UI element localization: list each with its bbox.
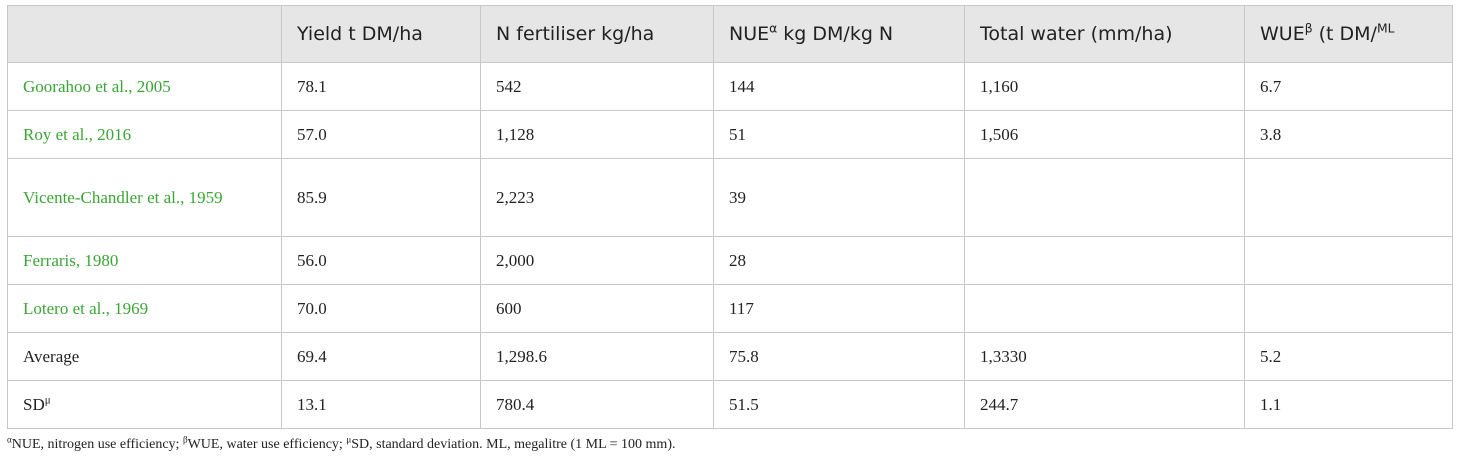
header-cell: N fertiliser kg/ha [480,5,714,63]
cell: 78.1 [281,62,481,111]
cell: 1,128 [480,110,714,159]
cell: 5.2 [1244,332,1453,381]
row-label: Vicente-Chandler et al., 1959 [7,158,282,237]
table-row: Goorahoo et al., 2005 78.1 542 144 1,160 6.7 [7,62,1453,111]
cell [964,284,1245,333]
cell: 144 [713,62,965,111]
text: N fertiliser kg/ha [496,23,655,45]
text: kg DM/kg N [777,23,894,45]
text: NUE, nitrogen use efficiency; [11,437,183,452]
cell [1244,284,1453,333]
row-label: Lotero et al., 1969 [7,284,282,333]
cell: 1,3330 [964,332,1245,381]
cell: 3.8 [1244,110,1453,159]
superscript: ML [1376,21,1395,36]
text: WUE [1260,23,1305,45]
cell: 13.1 [281,380,481,429]
text: Average [23,346,80,366]
cell: 51 [713,110,965,159]
cell: 244.7 [964,380,1245,429]
cell: 70.0 [281,284,481,333]
superscript: α [7,434,12,445]
reference-link[interactable]: Goorahoo et al., 2005 [23,76,171,96]
footnote: αNUE, nitrogen use efficiency; βWUE, wat… [7,434,676,453]
text: Total water (mm/ha) [980,23,1173,45]
text: WUE, water use efficiency; [187,437,347,452]
text: NUE [729,23,770,45]
cell: 117 [713,284,965,333]
header-cell: Total water (mm/ha) [964,5,1245,63]
cell: 1,160 [964,62,1245,111]
superscript: μ [346,434,352,445]
cell [1244,236,1453,285]
text: Yield t DM/ha [297,23,423,45]
cell: 780.4 [480,380,714,429]
cell: 1.1 [1244,380,1453,429]
superscript: μ [44,393,51,406]
cell [964,236,1245,285]
row-label: Goorahoo et al., 2005 [7,62,282,111]
header-cell: WUEβ (t DM/ML [1244,5,1453,63]
cell: 57.0 [281,110,481,159]
header-row: Yield t DM/ha N fertiliser kg/ha NUEα kg D… [7,5,1453,63]
superscript: β [1304,21,1313,36]
text: SD, standard deviation. ML, megalitre (1… [351,437,676,452]
cell: 542 [480,62,714,111]
cell: 2,223 [480,158,714,237]
cell [964,158,1245,237]
cell [1244,158,1453,237]
text: SD [23,394,45,414]
cell: 1,298.6 [480,332,714,381]
cell: 85.9 [281,158,481,237]
row-label: SDμ [7,380,282,429]
superscript: α [769,21,778,36]
text: (t DM/ [1312,23,1377,45]
table-row: SDμ 13.1 780.4 51.5 244.7 1.1 [7,380,1453,429]
header-cell: NUEα kg DM/kg N [713,5,965,63]
cell: 69.4 [281,332,481,381]
data-table: Yield t DM/ha N fertiliser kg/ha NUEα kg D… [7,5,1453,429]
reference-link[interactable]: Roy et al., 2016 [23,124,132,144]
header-cell: Yield t DM/ha [281,5,481,63]
table-row: Average 69.4 1,298.6 75.8 1,3330 5.2 [7,332,1453,381]
cell: 600 [480,284,714,333]
superscript: β [182,434,188,445]
table-row: Vicente-Chandler et al., 1959 85.9 2,223 39 [7,158,1453,237]
cell: 1,506 [964,110,1245,159]
cell: 28 [713,236,965,285]
header-cell [7,5,282,63]
table-row: Roy et al., 2016 57.0 1,128 51 1,506 3.8 [7,110,1453,159]
row-label: Roy et al., 2016 [7,110,282,159]
reference-link[interactable]: Ferraris, 1980 [23,250,119,270]
row-label: Ferraris, 1980 [7,236,282,285]
row-label: Average [7,332,282,381]
table-row: Lotero et al., 1969 70.0 600 117 [7,284,1453,333]
cell: 51.5 [713,380,965,429]
reference-link[interactable]: Lotero et al., 1969 [23,298,149,318]
cell: 39 [713,158,965,237]
cell: 2,000 [480,236,714,285]
table-body: Goorahoo et al., 2005 78.1 542 144 1,160 6.7 R… [7,62,1453,429]
cell: 6.7 [1244,62,1453,111]
table-row: Ferraris, 1980 56.0 2,000 28 [7,236,1453,285]
reference-link[interactable]: Vicente-Chandler et al., 1959 [23,187,223,207]
cell: 75.8 [713,332,965,381]
cell: 56.0 [281,236,481,285]
